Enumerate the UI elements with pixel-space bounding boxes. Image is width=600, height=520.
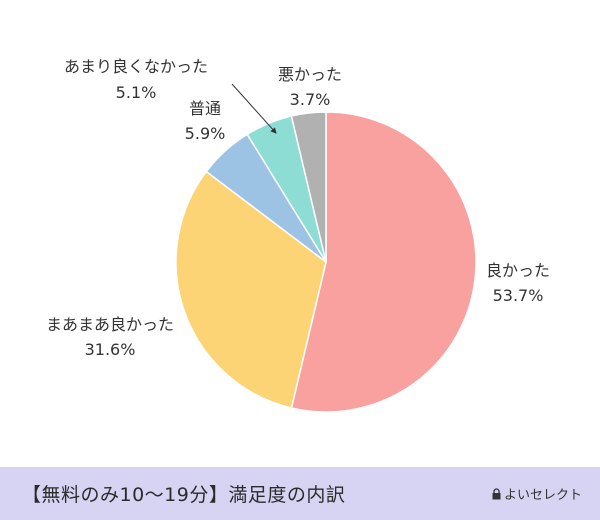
pie-slice-bad [290, 111, 327, 263]
pie-slice-good [290, 111, 477, 413]
slice-labels: 良かった 53.7% まあまあ良かった 31.6% 普通 5.9% あまり良くなかった 5.1… [46, 57, 550, 359]
pie-slices [175, 111, 477, 413]
brand-logo: よいセレクト [492, 484, 582, 503]
slice-label-fairly-good: まあまあ良かった [46, 315, 174, 334]
slice-percent-bad: 3.7% [290, 90, 331, 109]
slice-label-not-good: あまり良くなかった [64, 57, 208, 76]
brand-name: よいセレクト [503, 488, 582, 503]
lock-icon [492, 487, 501, 499]
slice-percent-fairly-good: 31.6% [85, 340, 136, 359]
slice-label-bad: 悪かった [278, 65, 342, 84]
slice-percent-good: 53.7% [493, 286, 544, 305]
pie-slice-fairly-good [175, 170, 327, 409]
slice-percent-not-good: 5.1% [116, 83, 157, 102]
chart-caption: 【無料のみ10〜19分】満足度の内訳 [22, 484, 346, 506]
footer-bar: 【無料のみ10〜19分】満足度の内訳 よいセレクト [0, 467, 600, 520]
slice-label-neutral: 普通 [189, 99, 221, 118]
slice-label-good: 良かった [486, 261, 550, 280]
leader-arrow-not-good [231, 83, 277, 134]
slice-percent-neutral: 5.9% [185, 124, 226, 143]
